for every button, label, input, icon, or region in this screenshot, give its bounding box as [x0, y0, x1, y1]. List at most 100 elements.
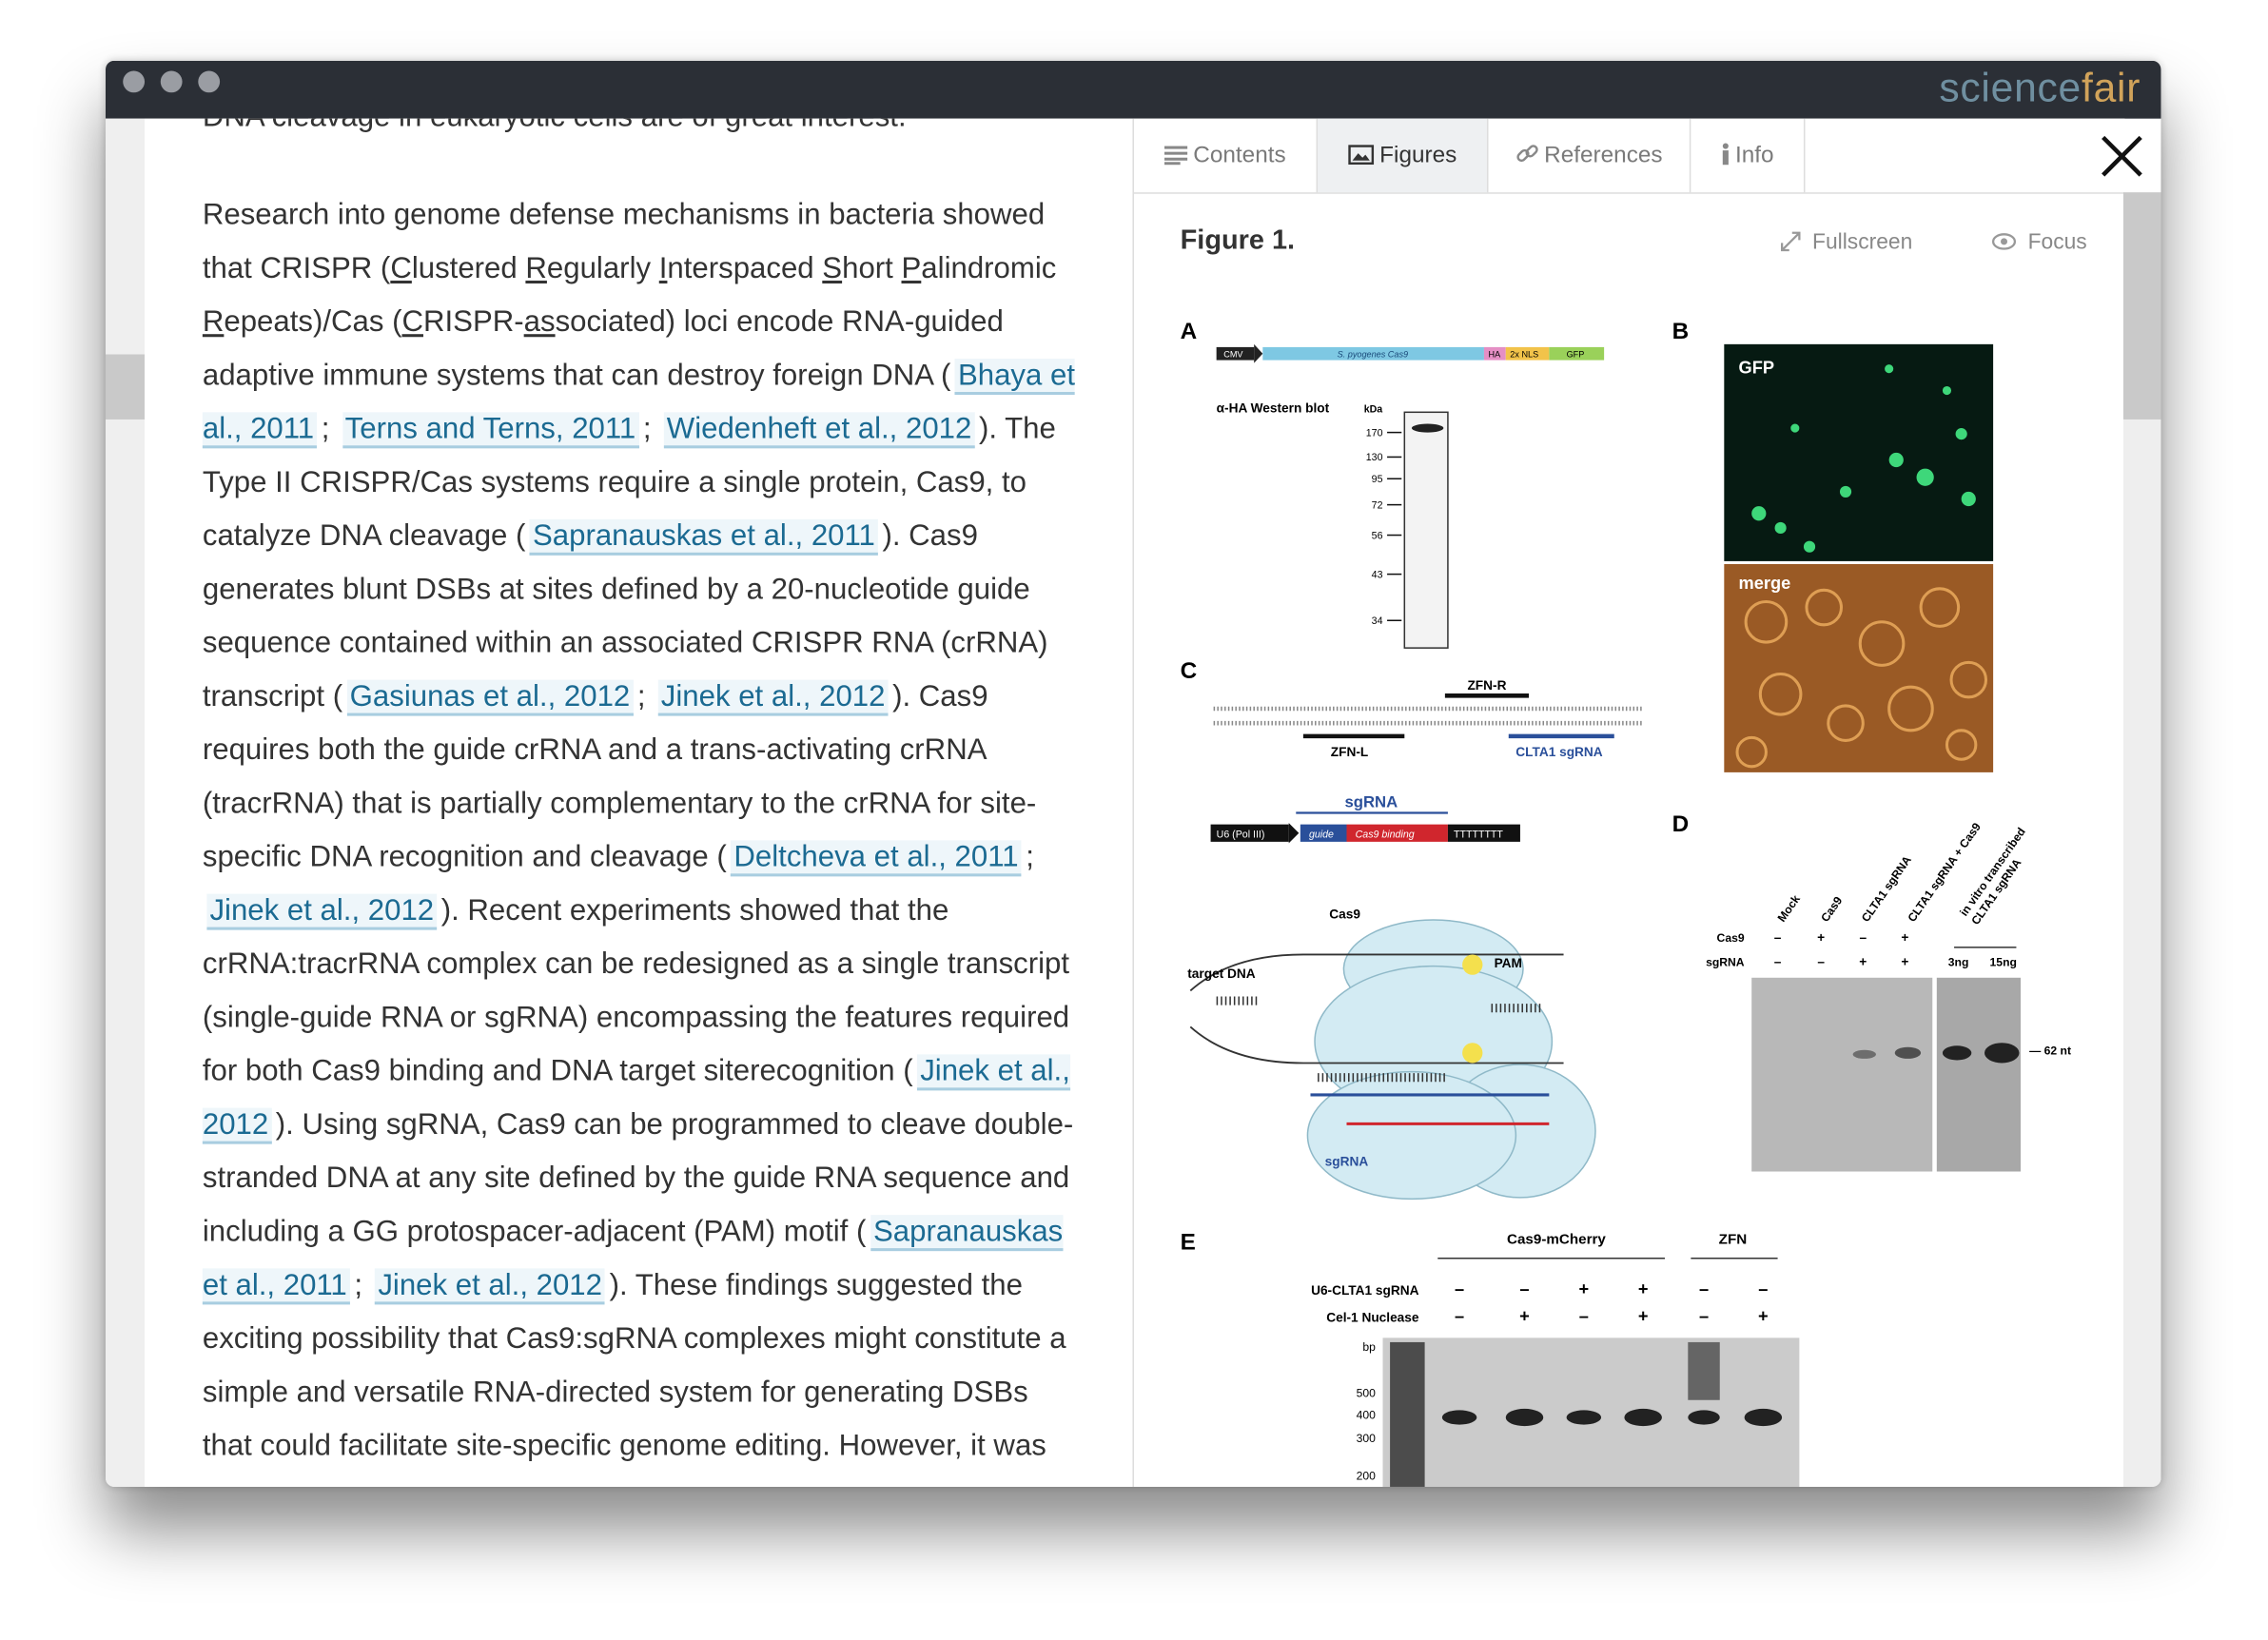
fig-text: Cas9 [1329, 907, 1360, 921]
logo-fair: fair [2081, 65, 2141, 110]
side-pane: Contents Figures References Info Figure … [1132, 118, 2125, 1487]
icon [1722, 143, 1729, 166]
fig-text: CMV [1223, 350, 1243, 360]
text: nterspaced [667, 251, 823, 285]
citation-link[interactable]: Wiedenheft et al., 2012 [663, 412, 975, 449]
underlined-letter: S [822, 251, 843, 285]
panel-label: E [1181, 1230, 1196, 1256]
citation-link[interactable]: Jinek et al., 2012 [657, 679, 889, 716]
paragraph: Research into genome defense mechanisms … [202, 188, 1085, 1487]
focus-button[interactable]: Focus [1991, 229, 2087, 255]
close-button[interactable] [2101, 134, 2144, 178]
fig-text: + [1817, 930, 1825, 945]
fig-text: 56 [1372, 530, 1383, 541]
fig-text: 95 [1372, 474, 1383, 485]
fig-text: 200 [1357, 1469, 1377, 1482]
fig-text: Cel-1 Nuclease [1326, 1311, 1419, 1325]
fig-text: + [1519, 1306, 1530, 1326]
icon [1780, 231, 1801, 252]
fig-text: + [1859, 955, 1867, 969]
text: epeats)/Cas ( [224, 304, 402, 339]
tab-label: Figures [1379, 143, 1457, 168]
fullscreen-button[interactable]: Fullscreen [1780, 229, 1913, 255]
fig-text: 130 [1366, 452, 1383, 463]
app-window: sciencefair DNA cleavage in eukaryotic c… [105, 60, 2161, 1487]
window-dot[interactable] [160, 70, 183, 93]
text: ). The Type II CRISPR/Cas systems requir… [202, 412, 1056, 553]
window-dot[interactable] [123, 70, 146, 93]
figure: A CMV S. pyogenes Cas9 HA 2x NLS GFP α-H… [1181, 319, 2071, 1487]
text: hort [842, 251, 902, 285]
action-label: Fullscreen [1812, 229, 1913, 255]
underlined-letter: C [401, 304, 424, 339]
text: ; [321, 412, 339, 446]
fig-text: GFP [1739, 357, 1774, 377]
text: egularly [546, 251, 659, 285]
fig-text: 3ng [1948, 956, 1969, 969]
fig-text: target DNA [1187, 966, 1256, 981]
paragraph: DNA cleavage in eukaryotic cells are of … [203, 119, 1085, 144]
panel-label: D [1672, 811, 1690, 837]
text: ). Recent experiments showed that the cr… [202, 893, 1070, 1088]
fig-text: 170 [1366, 427, 1383, 439]
title-bar: sciencefair [105, 60, 2161, 119]
fig-text: Cas9 [1717, 931, 1745, 945]
citation-link[interactable]: Jinek et al., 2012 [375, 1268, 606, 1305]
fig-text: 43 [1372, 569, 1383, 580]
icon [1991, 233, 2017, 250]
underlined-letter: R [202, 304, 225, 339]
tab[interactable]: Info [1691, 118, 1806, 193]
fig-text: – [1455, 1279, 1464, 1298]
panel-label: C [1181, 658, 1198, 684]
fig-text: merge [1739, 573, 1791, 593]
fig-text: 72 [1372, 499, 1383, 511]
fig-text: 15ng [1990, 956, 2017, 969]
text: alindromic [921, 251, 1057, 285]
citation-link[interactable]: Jinek et al., 2012 [206, 893, 438, 930]
window-dot[interactable] [198, 70, 221, 93]
scroll-thumb[interactable] [105, 354, 146, 420]
text: ). Using sgRNA, Cas9 can be programmed t… [202, 1107, 1074, 1249]
text: ; [354, 1268, 371, 1302]
underlined-letter: as [523, 304, 556, 339]
fig-text: – [1859, 930, 1867, 945]
article-column: DNA cleavage in eukaryotic cells are of … [145, 118, 1133, 1487]
tab[interactable]: Contents [1134, 118, 1319, 193]
logo-science: science [1939, 65, 2082, 110]
fig-text: – [1699, 1279, 1709, 1298]
underlined-letter: C [390, 251, 412, 285]
fig-text: U6-CLTA1 sgRNA [1311, 1283, 1419, 1298]
fig-text: Cas9-mCherry [1507, 1232, 1606, 1248]
fig-text: 2x NLS [1510, 350, 1538, 360]
pane-scrollbar [2122, 192, 2161, 1487]
fig-text: sgRNA [1706, 956, 1745, 969]
fig-text: bp [1362, 1340, 1376, 1354]
fig-text: Cas9 [1818, 894, 1845, 925]
tab-label: References [1544, 143, 1663, 168]
citation-link[interactable]: Gasiunas et al., 2012 [346, 679, 634, 716]
text: ). These findings suggested the exciting… [202, 1268, 1066, 1487]
fig-text: – [1699, 1306, 1709, 1326]
scroll-thumb[interactable] [2122, 192, 2161, 420]
fig-text: U6 (Pol III) [1217, 829, 1265, 840]
fig-text: TTTTTTTT [1454, 829, 1503, 840]
fig-text: + [1638, 1279, 1649, 1298]
citation-link[interactable]: Deltcheva et al., 2011 [731, 840, 1022, 877]
fig-text: — 62 nt [2029, 1044, 2071, 1057]
fig-text: ZFN-L [1331, 745, 1368, 759]
fig-text: + [1901, 930, 1908, 945]
fig-text: ZFN-R [1467, 678, 1506, 693]
article-text: DNA cleavage in eukaryotic cells are of … [202, 119, 1085, 1487]
fig-text: kDa [1364, 403, 1383, 415]
tab[interactable]: Figures [1318, 118, 1489, 193]
action-label: Focus [2027, 229, 2087, 255]
tab[interactable]: References [1488, 118, 1691, 193]
fig-text: + [1638, 1306, 1649, 1326]
fig-text: sgRNA [1344, 792, 1398, 810]
text: ; [636, 679, 655, 713]
fig-text: – [1455, 1306, 1464, 1326]
fig-text: α-HA Western blot [1217, 400, 1330, 415]
citation-link[interactable]: Sapranauskas et al., 2011 [529, 518, 878, 556]
fig-text: – [1519, 1279, 1529, 1298]
citation-link[interactable]: Terns and Terns, 2011 [342, 412, 639, 449]
